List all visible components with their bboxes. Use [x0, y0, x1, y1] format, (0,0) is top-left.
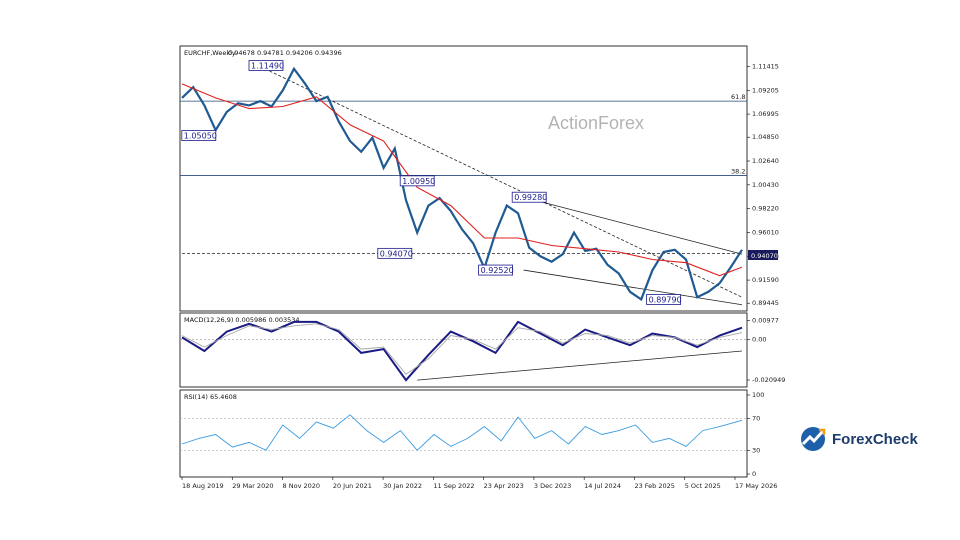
current-price-marker: 0.94070: [748, 250, 778, 260]
macd-y-ticks: 0.00977 0.00 -0.020949: [747, 316, 785, 384]
price-annotation-label: 0.99280: [514, 193, 547, 202]
macd-trendline: [417, 350, 743, 381]
price-annotation-label: 0.92520: [481, 266, 514, 275]
x-tick-label: 5 Oct 2025: [685, 482, 721, 490]
price-line: [181, 66, 743, 302]
x-tick-label: 8 Nov 2020: [283, 482, 321, 490]
fib-level-label: 61.8: [731, 93, 745, 101]
trendline: [260, 66, 743, 298]
rsi-y-ticks: 100 70 30 0: [747, 391, 764, 478]
price-annotation-label: 1.11490: [251, 62, 284, 71]
macd-title: MACD(12,26,9) 0.005986 0.003534: [184, 316, 300, 324]
x-tick-label: 11 Sep 2022: [433, 482, 474, 490]
rsi-y-tick-label: 100: [752, 391, 764, 399]
y-tick-label: 1.02640: [752, 157, 779, 165]
price-annotation-label: 1.05050: [184, 132, 217, 141]
trendline: [523, 269, 743, 306]
macd-trendline: [417, 350, 743, 381]
macd-panel-frame: [179, 312, 748, 388]
macd-series: [181, 320, 743, 382]
rsi-series: [181, 414, 743, 451]
macd-line: [181, 320, 743, 382]
x-tick-label: 3 Dec 2023: [534, 482, 571, 490]
rsi-levels: [180, 418, 747, 451]
x-tick-label: 18 Aug 2019: [182, 482, 224, 490]
price-annotations: 1.11490 1.05050 1.00950 0.99280 0.94070 0.925…: [181, 60, 682, 305]
x-tick-label: 20 Jun 2021: [333, 482, 372, 490]
x-tick-label: 29 Mar 2020: [232, 482, 273, 490]
price-annotation-box: [181, 130, 217, 141]
rsi-line: [181, 414, 743, 451]
rsi-y-tick-label: 70: [752, 415, 760, 423]
macd-y-tick-label: 0.00: [752, 335, 766, 343]
macd-panel: MACD(12,26,9) 0.005986 0.003534 0.009770…: [179, 312, 785, 388]
fib-levels: 61.8 38.2: [180, 93, 747, 176]
rsi-y-tick-label: 30: [752, 446, 760, 454]
x-tick-label: 23 Feb 2025: [634, 482, 674, 490]
logo-text: ForexCheck: [832, 430, 918, 448]
macd-y-tick-label: -0.020949: [752, 376, 785, 384]
price-annotation-box: [478, 264, 514, 276]
y-tick-label: 0.91590: [752, 276, 779, 284]
x-tick-label: 17 May 2026: [735, 482, 777, 490]
price-series: [181, 66, 743, 302]
price-annotation-label: 0.94070: [380, 249, 413, 258]
y-tick-label: 1.09205: [752, 86, 779, 94]
trendline: [523, 196, 743, 255]
fib-level-label: 38.2: [731, 167, 745, 175]
price-y-ticks: 1.11415 1.09205 1.06995 1.04850 1.02640 1.004…: [747, 62, 779, 307]
price-annotation-label: 1.00950: [402, 177, 435, 186]
price-title: EURCHF,Weekly: [184, 49, 236, 57]
x-tick-label: 14 Jul 2024: [584, 482, 621, 490]
macd-y-tick-label: 0.00977: [752, 316, 779, 324]
y-tick-label: 0.96010: [752, 228, 779, 236]
rsi-panel: RSI(14) 65.4608 100 70 30 0: [179, 389, 764, 478]
price-annotation-box: [399, 175, 435, 187]
y-tick-label: 1.11415: [752, 62, 779, 70]
forexcheck-logo: ForexCheck: [798, 424, 918, 454]
trendlines: [182, 66, 743, 306]
price-annotation-box: [511, 191, 547, 203]
y-tick-label: 1.06995: [752, 110, 779, 118]
price-annotation-box: [248, 60, 284, 71]
watermark: ActionForex: [548, 113, 644, 133]
y-tick-label: 1.00430: [752, 181, 779, 189]
signal-line: [181, 323, 743, 375]
price-annotation-box: [646, 294, 681, 305]
price-panel-frame: [179, 45, 748, 312]
y-tick-label: 1.04850: [752, 133, 779, 141]
rsi-title: RSI(14) 65.4608: [184, 393, 237, 401]
price-annotation-label: 0.89790: [649, 295, 682, 304]
current-price-label: 0.94070: [751, 252, 778, 260]
x-axis-ticks: 18 Aug 2019 29 Mar 2020 8 Nov 2020 20 Jun 2…: [181, 477, 777, 490]
x-tick-label: 23 Apr 2023: [484, 482, 524, 490]
x-tick-label: 30 Jan 2022: [383, 482, 422, 490]
globe-icon: [801, 427, 826, 451]
price-annotation-box: [377, 247, 413, 259]
moving-average-line: [181, 83, 743, 277]
y-tick-label: 0.98220: [752, 205, 779, 213]
rsi-panel-frame: [179, 389, 748, 478]
price-panel: ActionForex EURCHF,Weekly 0.94678 0.9478…: [179, 45, 779, 312]
rsi-y-tick-label: 0: [752, 470, 756, 478]
price-ohlc: 0.94678 0.94781 0.94206 0.94396: [228, 49, 342, 57]
y-tick-label: 0.89445: [752, 299, 779, 307]
